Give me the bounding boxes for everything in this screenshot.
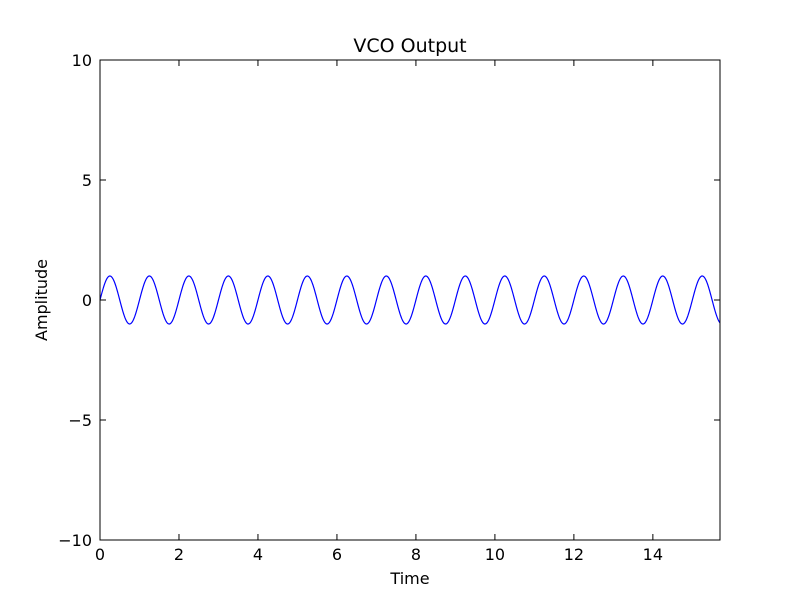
axis-ticks: 0 2 4 6 8 10 12 14 −10 −5 0 5 10: [58, 51, 720, 564]
x-tick-label: 10: [485, 545, 505, 564]
chart-title: VCO Output: [353, 35, 466, 57]
series-line-0: [99, 275, 721, 325]
y-tick-label: −5: [68, 411, 92, 430]
y-tick-label: 0: [82, 291, 92, 310]
x-tick-label: 6: [332, 545, 342, 564]
y-tick-label: −10: [58, 531, 92, 550]
y-tick-label: 5: [82, 171, 92, 190]
x-tick-label: 8: [411, 545, 421, 564]
x-tick-label: 4: [253, 545, 263, 564]
x-tick-label: 0: [95, 545, 105, 564]
plot-area: [99, 275, 721, 325]
y-axis-label: Amplitude: [32, 259, 51, 341]
x-tick-label: 2: [174, 545, 184, 564]
x-axis-label: Time: [389, 569, 429, 588]
x-tick-label: 12: [564, 545, 584, 564]
y-tick-label: 10: [72, 51, 92, 70]
x-tick-label: 14: [643, 545, 663, 564]
